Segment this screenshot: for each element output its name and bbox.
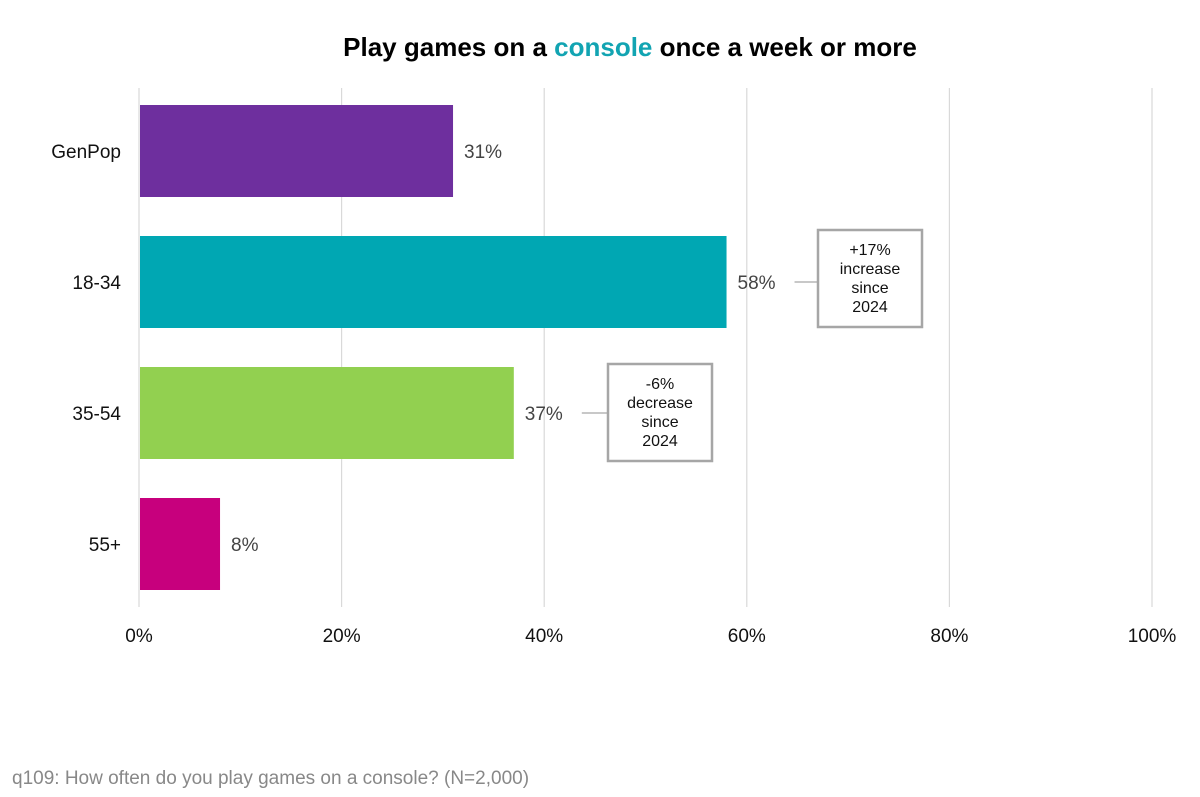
title-highlight: console [554,32,652,62]
bar-55- [140,498,221,590]
bars [140,105,727,590]
callout-text: +17% increase since 2024 [840,242,901,316]
x-tick-label: 80% [930,626,968,647]
x-tick-label: 20% [323,626,361,647]
bar-genpop [140,105,454,197]
x-tick-label: 100% [1128,626,1177,647]
value-label: 58% [738,273,776,294]
bar-18-34 [140,236,727,328]
labels: 0% 20% 40% 60% 80% 100% GenPop 31% 18-34 58% 35-54… [51,142,1176,647]
value-label: 8% [231,535,259,556]
x-tick-label: 60% [728,626,766,647]
callout-text: -6% decrease since 2024 [627,376,693,450]
value-label: 37% [525,404,563,425]
footnote: q109: How often do you play games on a c… [12,768,530,789]
category-label: 18-34 [72,273,121,294]
x-tick-label: 40% [525,626,563,647]
callouts: +17% increase since 2024 -6% decrease since 202… [581,228,924,463]
chart-title: Play games on a console once a week or m… [343,32,917,62]
category-label: 55+ [89,535,121,556]
value-label: 31% [464,142,502,163]
callout-box [606,362,714,463]
title-part-1: Play games on a [343,32,554,62]
title-part-3: once a week or more [652,32,916,62]
category-label: 35-54 [72,404,121,425]
bar-35-54 [140,367,514,459]
callout-box [816,228,924,329]
x-tick-label: 0% [125,626,153,647]
category-label: GenPop [51,142,121,163]
